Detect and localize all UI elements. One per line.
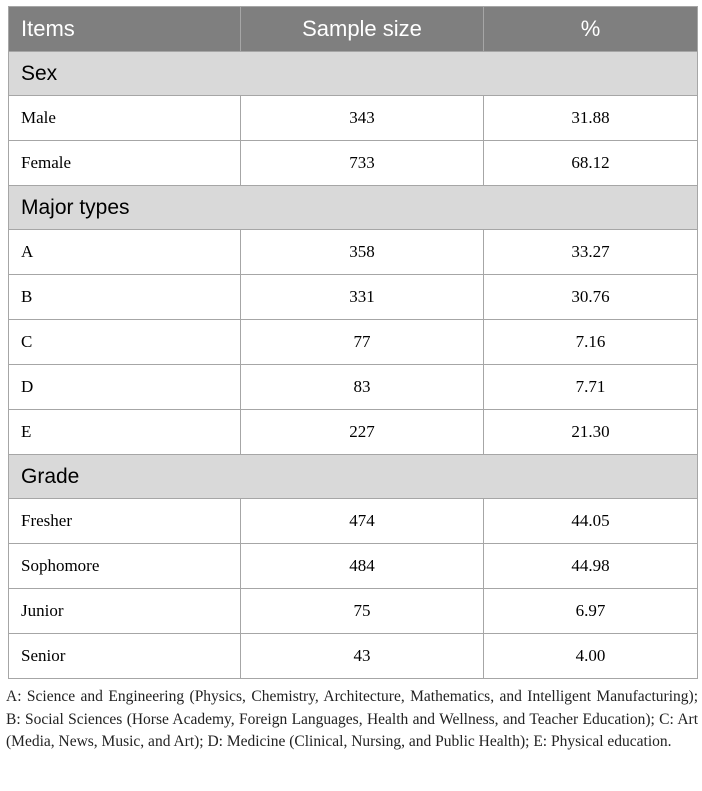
table-cell: 68.12 [483,140,698,186]
header-row: Items Sample size % [8,6,698,52]
table-cell: 33.27 [483,229,698,275]
section-row: Major types [8,185,698,230]
table-cell: 343 [240,95,484,141]
table-cell: 44.05 [483,498,698,544]
table-cell: 474 [240,498,484,544]
table-cell: 21.30 [483,409,698,455]
table-cell: 4.00 [483,633,698,679]
table-cell: 227 [240,409,484,455]
table-cell: A [8,229,241,275]
data-row: Senior 43 4.00 [8,633,698,679]
data-row: Sophomore 484 44.98 [8,543,698,589]
data-row: Male 343 31.88 [8,95,698,141]
table-cell: Fresher [8,498,241,544]
table-cell: 484 [240,543,484,589]
table-cell: Female [8,140,241,186]
data-table: Items Sample size % Sex Male 343 31.88 Femal… [8,6,698,679]
table-cell: 7.16 [483,319,698,365]
table-cell: E [8,409,241,455]
header-cell: Items [8,6,241,52]
data-row: E 227 21.30 [8,409,698,455]
table-cell: 733 [240,140,484,186]
table-cell: 75 [240,588,484,634]
section-title: Sex [8,51,698,96]
table-cell: 31.88 [483,95,698,141]
table-body: Sex Male 343 31.88 Female 733 68.12 Major types… [8,51,698,679]
table-cell: C [8,319,241,365]
table-cell: 6.97 [483,588,698,634]
table-cell: 77 [240,319,484,365]
table-cell: 43 [240,633,484,679]
table-cell: Junior [8,588,241,634]
data-row: A 358 33.27 [8,229,698,275]
header-cell: % [483,6,698,52]
table-cell: Sophomore [8,543,241,589]
table-cell: Senior [8,633,241,679]
table-cell: 331 [240,274,484,320]
section-title: Grade [8,454,698,499]
data-row: Fresher 474 44.05 [8,498,698,544]
table-cell: D [8,364,241,410]
section-row: Sex [8,51,698,96]
data-row: Junior 75 6.97 [8,588,698,634]
data-row: Female 733 68.12 [8,140,698,186]
table-cell: Male [8,95,241,141]
section-title: Major types [8,185,698,230]
data-row: D 83 7.71 [8,364,698,410]
table-cell: 83 [240,364,484,410]
data-row: C 77 7.16 [8,319,698,365]
table-cell: 358 [240,229,484,275]
table-cell: B [8,274,241,320]
header-cell: Sample size [240,6,484,52]
table-cell: 44.98 [483,543,698,589]
data-row: B 331 30.76 [8,274,698,320]
footnote: A: Science and Engineering (Physics, Che… [6,688,698,750]
section-row: Grade [8,454,698,499]
table-cell: 7.71 [483,364,698,410]
table-cell: 30.76 [483,274,698,320]
